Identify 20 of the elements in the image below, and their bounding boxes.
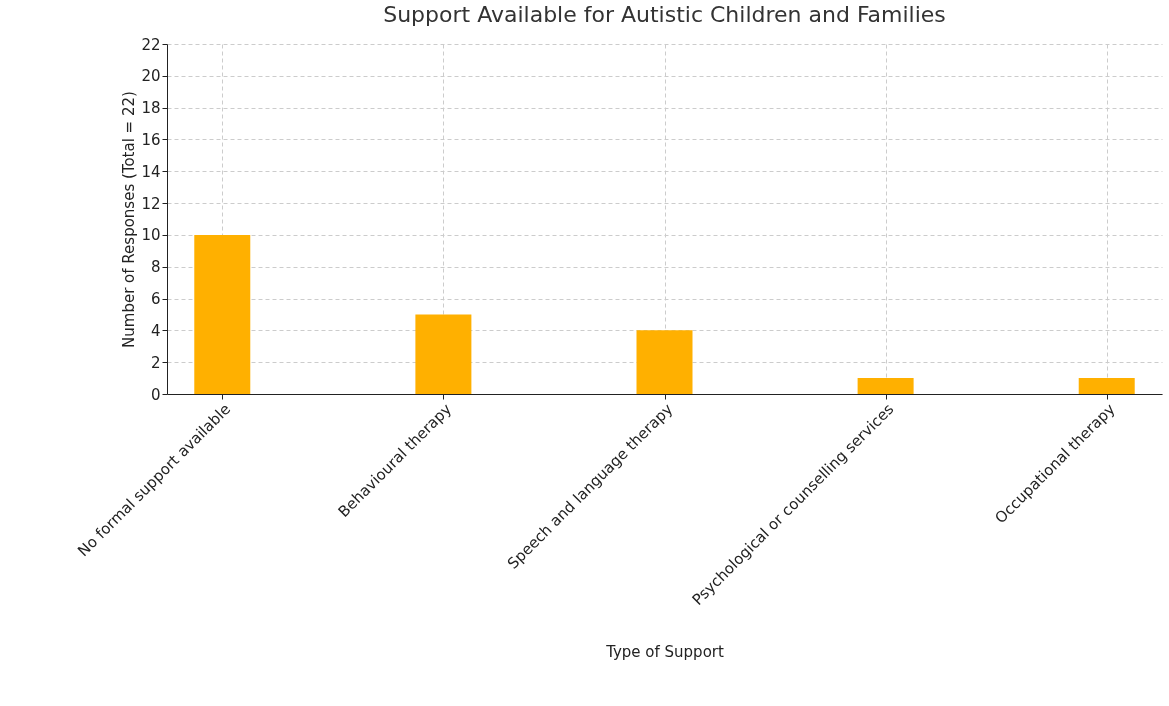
y-tick-label: 22 <box>141 35 161 54</box>
y-tick-label: 20 <box>141 67 161 86</box>
bar <box>857 378 914 394</box>
chart-title: Support Available for Autistic Children and Families <box>383 2 946 27</box>
y-tick-label: 2 <box>150 353 161 372</box>
y-tick-label: 14 <box>141 162 161 181</box>
bar <box>194 234 251 394</box>
y-axis-title: Number of Responses (Total = 22) <box>120 91 139 348</box>
y-tick-label: 6 <box>150 290 161 309</box>
y-tick-label: 8 <box>150 258 161 277</box>
y-tick-label: 0 <box>150 385 161 404</box>
y-tick-label: 16 <box>141 130 161 149</box>
bar <box>415 314 472 394</box>
y-tick-label: 4 <box>150 321 161 340</box>
bar <box>636 330 693 394</box>
y-tick-label: 10 <box>141 226 161 245</box>
bar <box>1078 378 1135 394</box>
x-axis-title: Type of Support <box>605 642 724 661</box>
y-tick-label: 12 <box>141 194 161 213</box>
y-tick-label: 18 <box>141 99 161 118</box>
